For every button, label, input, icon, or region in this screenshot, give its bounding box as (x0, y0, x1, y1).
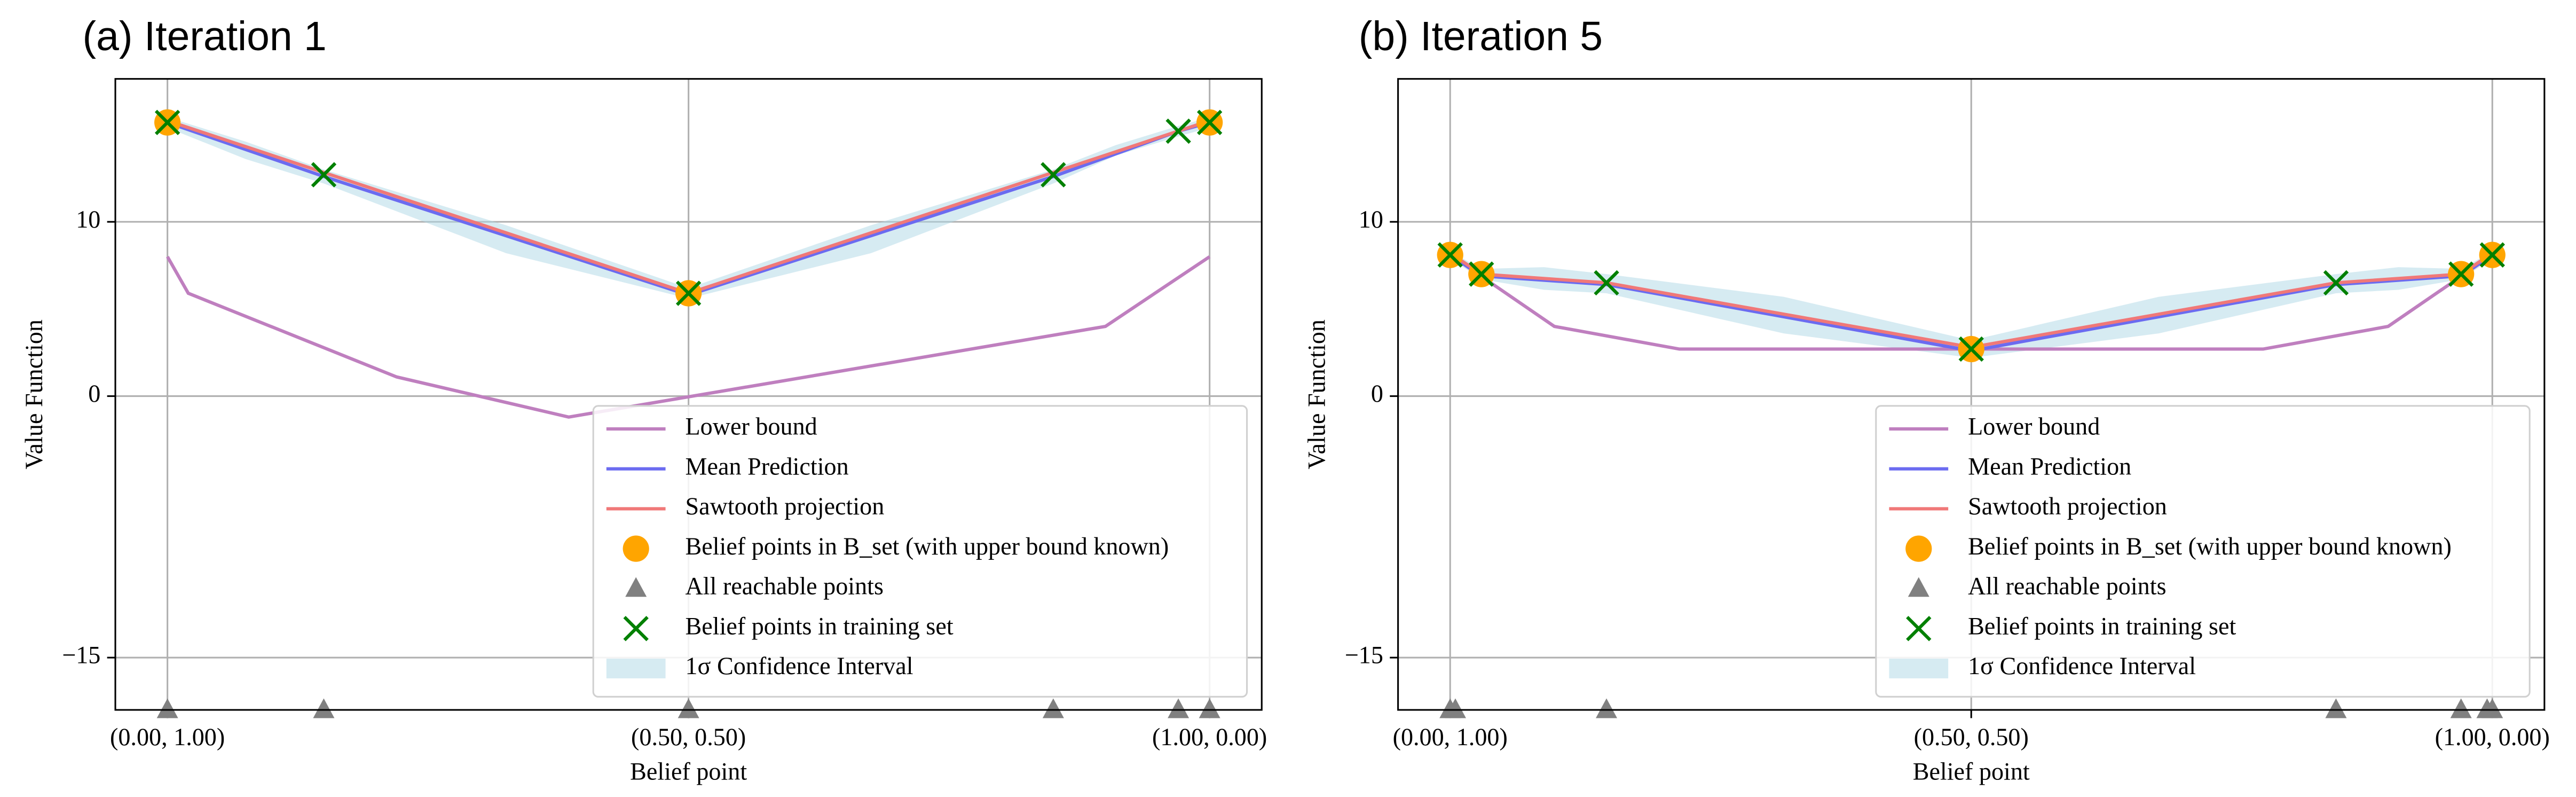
plot-frame (114, 78, 1263, 711)
chart-title: (a) Iteration 1 (83, 13, 327, 59)
legend-label: All reachable points (1968, 573, 2166, 600)
x-tick-label: (0.50, 0.50) (631, 723, 746, 751)
triangle-marker (1444, 698, 1466, 718)
x-marker (154, 110, 180, 135)
x-marker (311, 162, 337, 187)
legend-label: Sawtooth projection (1968, 493, 2167, 520)
triangle-marker (156, 698, 178, 718)
legend-label: Lower bound (1968, 413, 2100, 440)
x-marker (1041, 162, 1066, 187)
triangle-marker (1199, 698, 1220, 718)
x-tick-label: (0.00, 1.00) (1393, 723, 1508, 751)
legend-marker (1905, 535, 1932, 562)
y-axis-label: Value Function (20, 319, 48, 470)
legend-marker (625, 577, 647, 597)
x-marker (2448, 261, 2474, 287)
legend-label: Belief points in training set (686, 612, 954, 639)
chart-title: (b) Iteration 5 (1359, 13, 1603, 59)
x-tick-label: (1.00, 0.00) (1152, 723, 1267, 751)
x-tick-label: (0.50, 0.50) (1914, 723, 2029, 751)
x-marker (675, 280, 702, 306)
legend: Lower bound Mean Prediction Sawtooth proje… (1875, 405, 2531, 698)
x-marker (1165, 118, 1191, 144)
triangle-marker (1596, 698, 1618, 718)
legend: Lower bound Mean Prediction Sawtooth proje… (592, 405, 1248, 698)
y-tick-label: 0 (88, 380, 100, 407)
triangle-marker (313, 698, 335, 718)
x-marker (1469, 261, 1494, 287)
x-axis-label: Belief point (1913, 758, 2030, 785)
legend-label: Mean Prediction (1968, 452, 2131, 480)
legend-label: Belief points in B_set (with upper bound… (686, 533, 1169, 560)
legend-marker (1906, 615, 1932, 642)
x-marker (1437, 242, 1463, 268)
x-marker (1594, 270, 1619, 296)
legend-patch (606, 658, 666, 678)
y-tick-label: 10 (1359, 206, 1383, 233)
legend-label: Lower bound (686, 413, 817, 440)
confidence-band (1450, 251, 2493, 358)
triangle-marker (2482, 698, 2503, 718)
legend-patch (1889, 658, 1949, 678)
legend-label: 1σ Confidence Interval (686, 652, 913, 679)
legend-label: Belief points in training set (1968, 612, 2236, 639)
triangle-marker (2450, 698, 2472, 718)
x-marker (2479, 242, 2505, 268)
legend-box (1875, 405, 2531, 698)
legend-label: Belief points in B_set (with upper bound… (1968, 533, 2452, 560)
series-line (166, 255, 1211, 419)
triangle-marker (1042, 698, 1064, 718)
y-tick-label: −15 (62, 642, 100, 669)
legend-label: Mean Prediction (686, 452, 849, 480)
x-tick-label: (1.00, 0.00) (2435, 723, 2550, 751)
x-tick-label: (0.00, 1.00) (110, 723, 225, 751)
plot-frame (1397, 78, 2546, 711)
legend-marker (623, 615, 649, 642)
legend-label: 1σ Confidence Interval (1968, 652, 2196, 679)
y-axis-label: Value Function (1303, 319, 1330, 470)
legend-label: All reachable points (686, 573, 884, 600)
y-tick-label: −15 (1345, 642, 1383, 669)
x-marker (1196, 110, 1223, 135)
triangle-marker (1168, 698, 1189, 718)
y-tick-label: 10 (76, 206, 100, 233)
x-axis-label: Belief point (630, 758, 747, 785)
legend-marker (623, 535, 649, 562)
x-marker (1958, 336, 1984, 362)
triangle-marker (678, 698, 699, 718)
x-marker (2323, 270, 2349, 296)
legend-label: Sawtooth projection (686, 493, 885, 520)
triangle-marker (2325, 698, 2347, 718)
y-tick-label: 0 (1371, 380, 1383, 407)
legend-marker (1908, 577, 1929, 597)
legend-box (592, 405, 1248, 698)
